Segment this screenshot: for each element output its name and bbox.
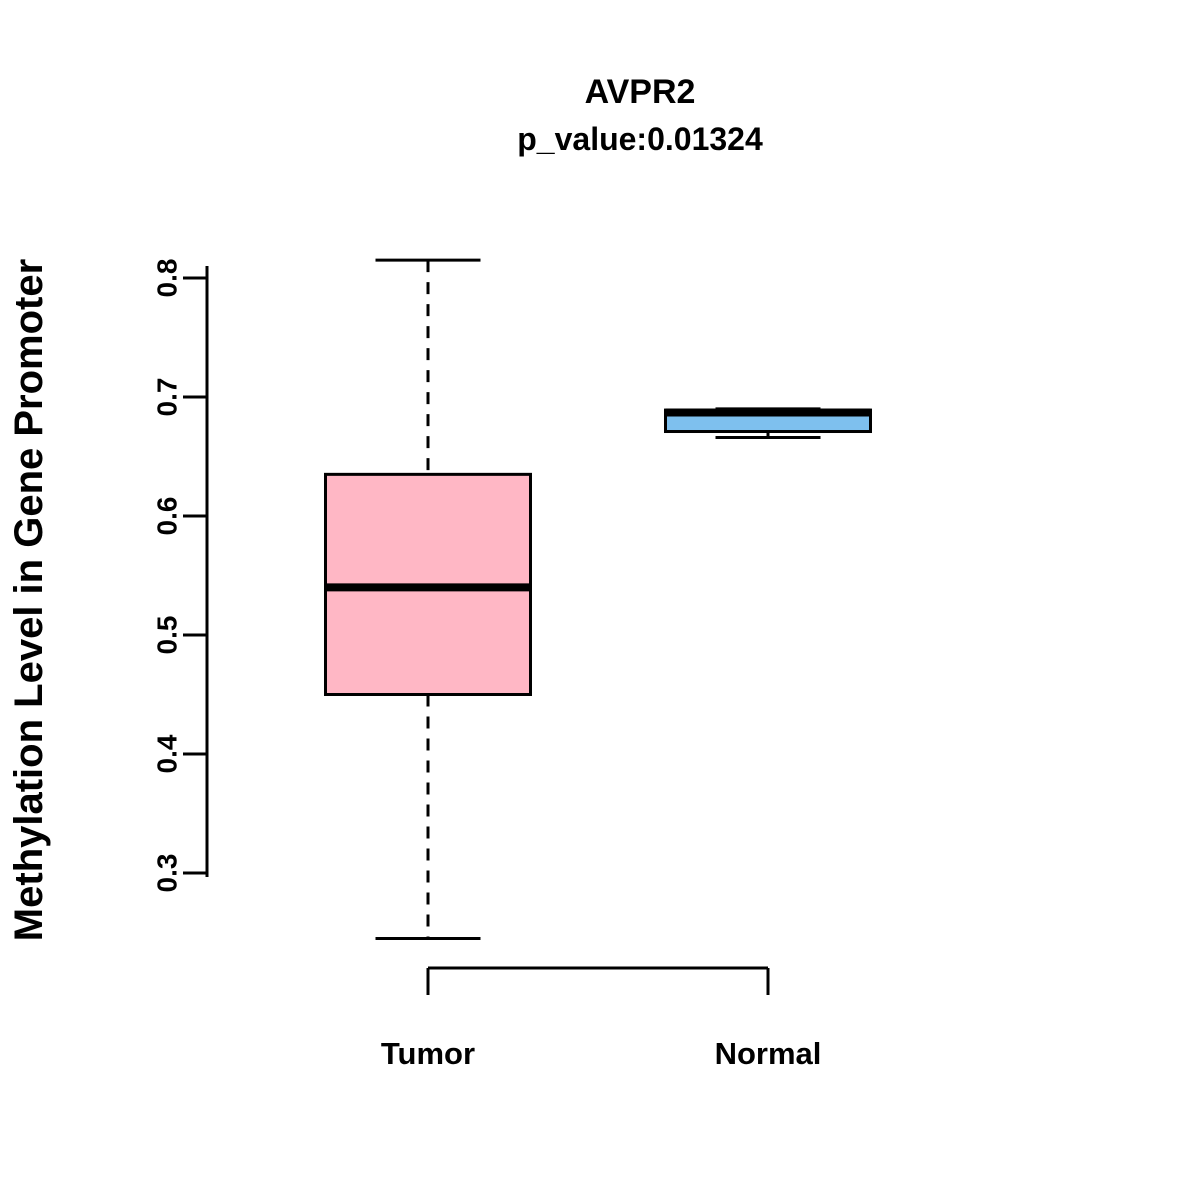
y-tick-label: 0.7 [152, 378, 183, 417]
y-tick-label: 0.8 [152, 259, 183, 298]
chart-subtitle: p_value:0.01324 [517, 121, 763, 157]
boxplot-tumor [324, 258, 532, 940]
y-tick-label: 0.5 [152, 616, 183, 655]
y-tick-label: 0.4 [152, 734, 183, 773]
y-axis: 0.3 0.4 0.5 0.6 0.7 0.8 [152, 259, 209, 893]
y-tick-label: 0.3 [152, 854, 183, 893]
boxplot-normal [664, 407, 872, 439]
y-axis-label: Methylation Level in Gene Promoter [7, 259, 51, 941]
y-tick-label: 0.6 [152, 497, 183, 536]
box-layer [324, 258, 872, 940]
category-label-normal: Normal [715, 1036, 822, 1071]
chart-title: AVPR2 [585, 73, 696, 111]
x-axis: Tumor Normal [381, 966, 822, 1071]
category-label-tumor: Tumor [381, 1036, 475, 1071]
